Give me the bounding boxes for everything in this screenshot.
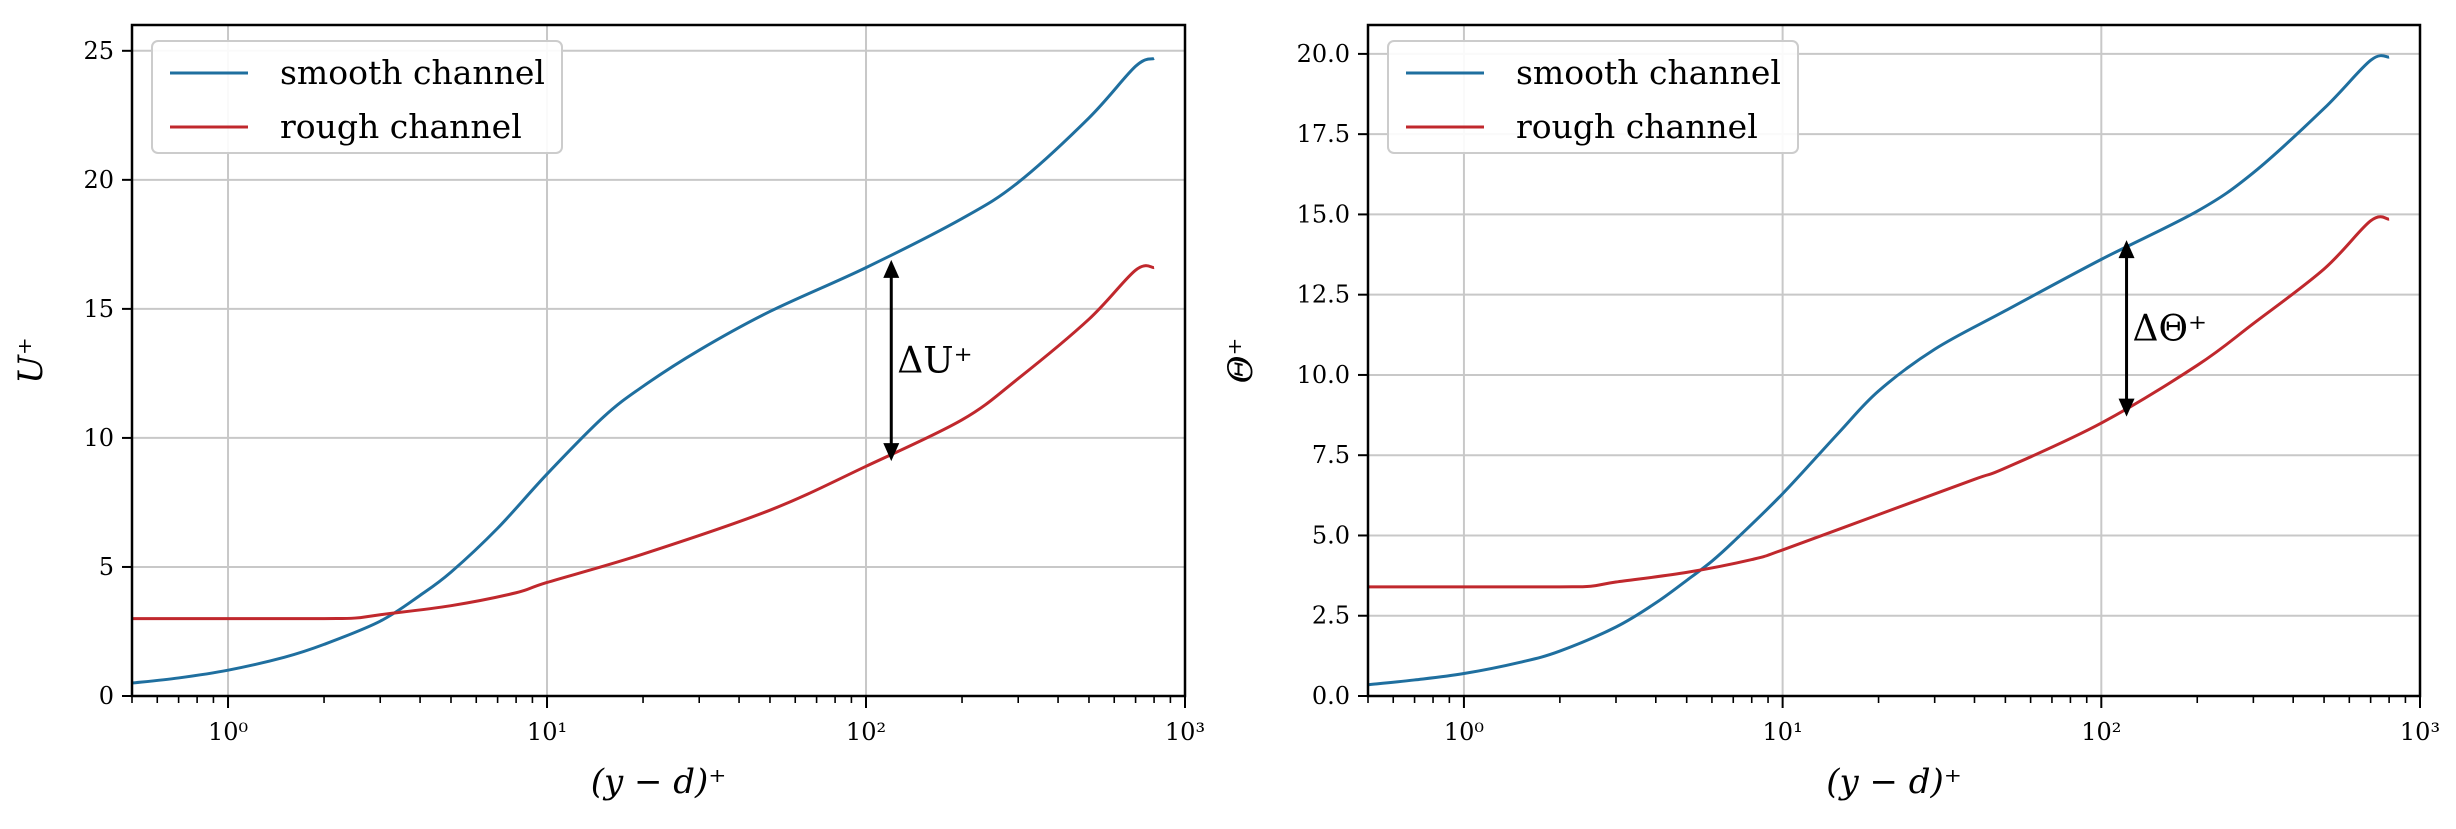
y-tick-label: 15.0 <box>1297 200 1350 228</box>
y-tick-label: 7.5 <box>1312 441 1350 469</box>
y-tick-label: 12.5 <box>1297 281 1350 309</box>
y-tick-label: 15 <box>83 295 114 323</box>
legend: smooth channel rough channel <box>151 40 563 154</box>
x-tick-label: 10¹ <box>527 718 567 746</box>
annotation-label: ΔΘ⁺ <box>2133 308 2208 349</box>
legend: smooth channel rough channel <box>1387 40 1799 154</box>
rough-channel-line <box>132 264 1155 621</box>
y-tick-label: 5 <box>99 553 114 581</box>
legend-box <box>1387 40 1799 154</box>
series-lines <box>1368 54 2390 687</box>
x-tick-label: 10¹ <box>1763 718 1803 746</box>
y-tick-label: 0 <box>99 682 114 710</box>
y-tick-label: 25 <box>83 37 114 65</box>
annotation-arrowhead-down <box>2118 398 2135 417</box>
y-tick-label: 5.0 <box>1312 521 1350 549</box>
delta-annotation: ΔΘ⁺ <box>2118 240 2208 417</box>
x-tick-label: 10³ <box>1165 718 1205 746</box>
y-tick-label: 20.0 <box>1297 40 1350 68</box>
delta-annotation: ΔU⁺ <box>883 259 973 462</box>
x-axis-label: (y − d)⁺ <box>1826 762 1962 802</box>
left-chart-panel: 10⁰ 10¹ 10² 10³ 0 5 10 15 20 25 (y − d)⁺ U⁺ ΔU⁺ smoot… <box>11 23 1205 802</box>
annotation-arrowhead-up <box>2118 240 2135 259</box>
smooth-channel-line <box>1368 54 2390 687</box>
y-axis-label: U⁺ <box>11 337 51 384</box>
x-tick-label: 10² <box>2081 718 2121 746</box>
x-tick-label: 10⁰ <box>1444 718 1484 746</box>
rough-channel-line <box>1368 215 2390 589</box>
annotation-arrowhead-up <box>883 259 900 278</box>
annotation-label: ΔU⁺ <box>897 341 972 382</box>
series-lines <box>132 57 1155 685</box>
plot-frame <box>130 23 1187 698</box>
legend-entry: rough channel <box>280 107 522 146</box>
y-tick-label: 10.0 <box>1297 361 1350 389</box>
legend-entry: smooth channel <box>280 53 545 92</box>
right-chart-panel: 10⁰ 10¹ 10² 10³ 0.0 2.5 5.0 7.5 10.0 12.5 15.0 17.5… <box>1221 23 2440 802</box>
legend-entry: smooth channel <box>1516 53 1781 92</box>
plot-frame <box>1366 23 2422 698</box>
x-tick-label: 10² <box>846 718 886 746</box>
smooth-channel-line <box>132 57 1155 685</box>
y-tick-label: 20 <box>83 166 114 194</box>
y-tick-label: 17.5 <box>1297 120 1350 148</box>
y-axis-label: Θ⁺ <box>1221 338 1261 384</box>
annotation-arrowhead-down <box>883 443 900 462</box>
legend-entry: rough channel <box>1516 107 1758 146</box>
x-tick-label: 10³ <box>2400 718 2440 746</box>
legend-box <box>151 40 563 154</box>
x-axis-label: (y − d)⁺ <box>591 762 727 802</box>
x-tick-label: 10⁰ <box>208 718 248 746</box>
y-tick-label: 2.5 <box>1312 602 1350 630</box>
gridlines <box>1368 25 2420 696</box>
y-tick-label: 10 <box>83 424 114 452</box>
y-tick-label: 0.0 <box>1312 682 1350 710</box>
